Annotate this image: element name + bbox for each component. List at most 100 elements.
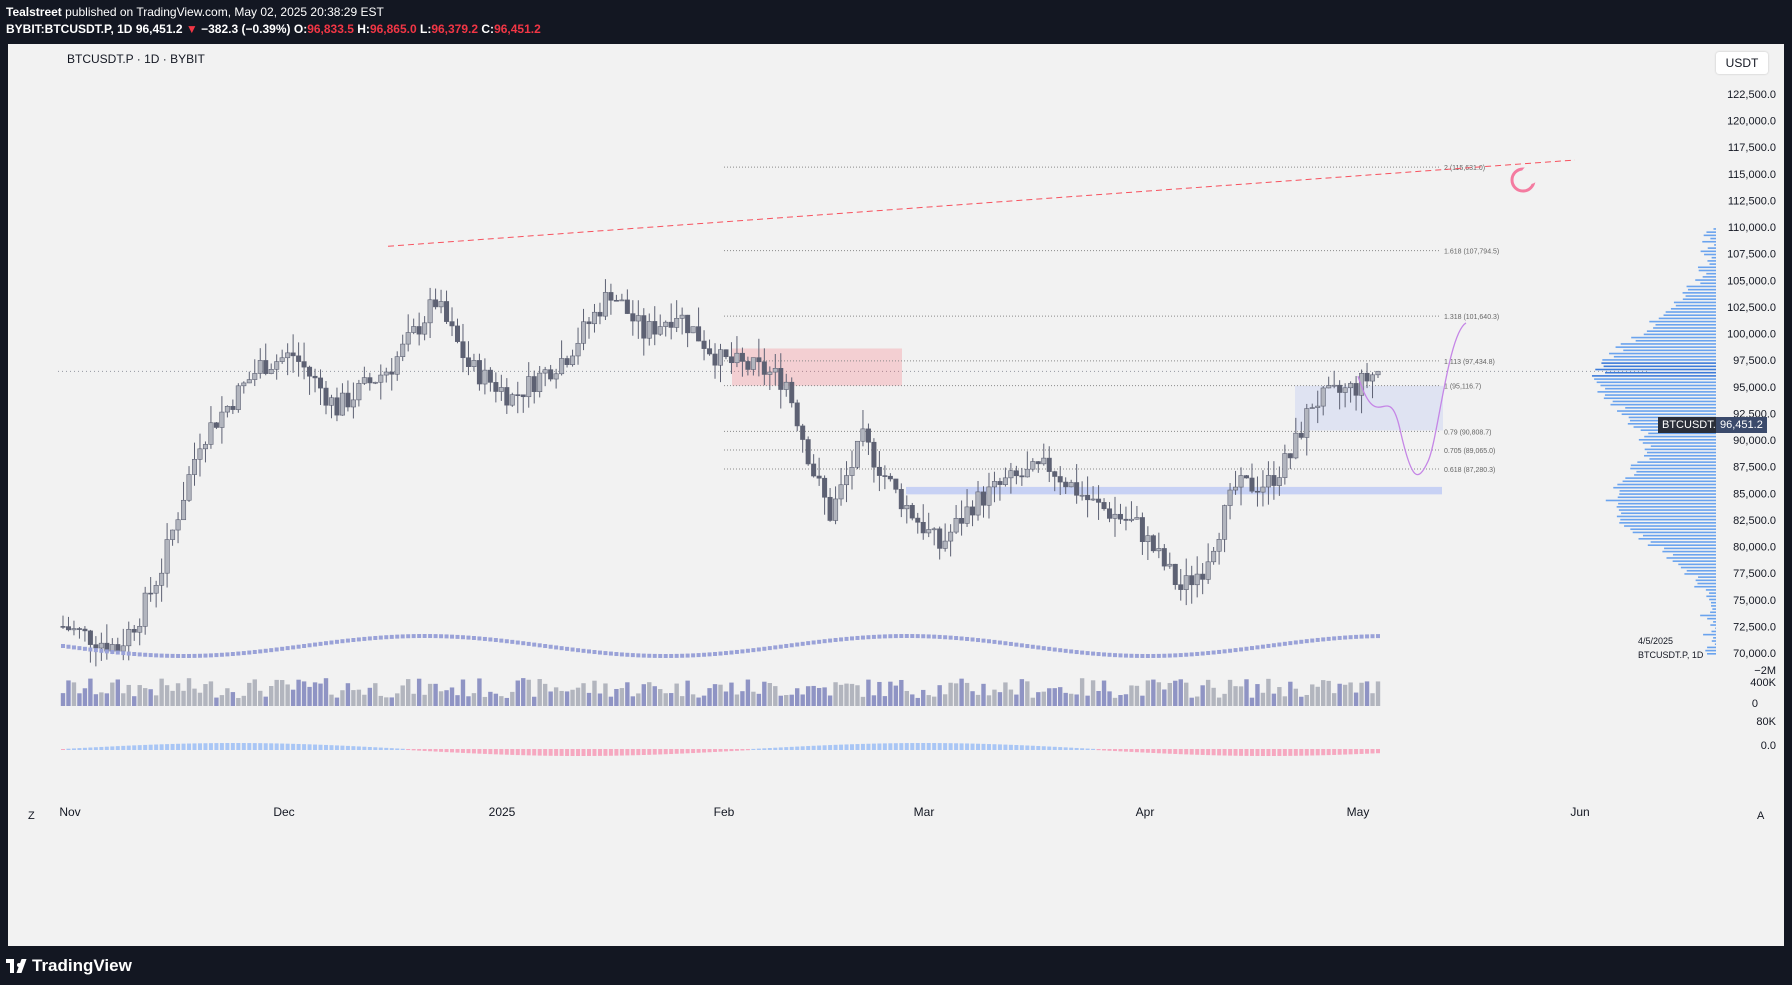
- volume-bar: [625, 682, 630, 706]
- candle-body: [1085, 494, 1091, 501]
- delta-histogram-bar: [521, 749, 526, 756]
- price-change: −382.3 (−0.39%): [201, 22, 291, 36]
- oscillator-dot: [1173, 653, 1178, 658]
- candle-body: [690, 326, 696, 334]
- candle-body: [1375, 370, 1381, 376]
- candle-body: [202, 444, 208, 450]
- volume-bar: [477, 678, 482, 706]
- oscillator-dot: [614, 652, 619, 657]
- delta-histogram-bar: [159, 744, 164, 750]
- delta-histogram-bar: [959, 743, 964, 750]
- volume-bar: [614, 688, 619, 706]
- volume-bar: [170, 690, 175, 706]
- candle-body: [290, 352, 296, 357]
- volume-bar: [1003, 682, 1008, 706]
- delta-histogram-bar: [997, 744, 1002, 750]
- delta-histogram-bar: [1003, 744, 1008, 750]
- oscillator-dot: [1118, 653, 1123, 658]
- symbol-full: BYBIT:BTCUSDT.P, 1D: [6, 22, 133, 36]
- oscillator-dot: [1293, 640, 1298, 645]
- volume-bar: [1134, 685, 1140, 706]
- oscillator-dot: [1200, 651, 1205, 656]
- oscillator-dot: [455, 634, 460, 639]
- delta-histogram-bar: [685, 749, 690, 754]
- candle-body: [159, 572, 165, 586]
- delta-histogram-bar: [88, 747, 93, 750]
- candle-body: [723, 349, 729, 358]
- oscillator-dot: [1014, 642, 1019, 647]
- oscillator-dot: [367, 636, 372, 641]
- delta-histogram-bar: [99, 746, 104, 750]
- chart-svg[interactable]: 122,500.0 120,000.0 117,500.0 115,000.0 112,…: [8, 44, 1784, 946]
- delta-histogram-bar: [252, 743, 257, 750]
- candle-body: [1145, 535, 1151, 543]
- delta-histogram-bar: [411, 749, 416, 751]
- volume-bar: [674, 683, 679, 706]
- oscillator-dot: [165, 653, 170, 658]
- price-tick-label: 90,000.0: [1733, 435, 1776, 447]
- volume-profile-bar: [1707, 646, 1716, 649]
- delta-histogram-bar: [93, 747, 98, 750]
- volume-bar: [521, 678, 526, 706]
- osc-tick-label: −2M: [1754, 665, 1776, 677]
- fib-level-label: 1.318 (101,640.3): [1444, 314, 1499, 321]
- delta-histogram-bar: [954, 743, 959, 750]
- oscillator-dot: [225, 652, 230, 657]
- delta-histogram-bar: [126, 745, 131, 750]
- volume-profile-bar: [1603, 397, 1716, 400]
- oscillator-dot: [1184, 652, 1189, 657]
- delta-histogram-bar: [1058, 747, 1063, 750]
- oscillator-dot: [340, 639, 345, 644]
- price-tick-label: 115,000.0: [1728, 169, 1776, 181]
- oscillator-dot: [302, 643, 307, 648]
- volume-bar: [953, 683, 959, 706]
- volume-bar: [510, 691, 515, 706]
- oscillator-dot: [143, 652, 148, 657]
- oscillator-dot: [576, 648, 581, 653]
- volume-bar: [1052, 688, 1057, 706]
- volume-bar: [488, 691, 493, 706]
- oscillator-dot: [493, 638, 498, 643]
- candle-body: [646, 321, 652, 339]
- currency-button[interactable]: USDT: [1716, 52, 1768, 74]
- candle-body: [197, 448, 203, 460]
- candle-body: [235, 385, 241, 410]
- volume-bar: [619, 688, 625, 706]
- candle-body: [339, 392, 345, 416]
- candle-body: [224, 406, 230, 413]
- date-note: 4/5/2025: [1638, 636, 1673, 646]
- volume-profile-bar: [1630, 467, 1716, 470]
- volume-bar: [219, 695, 225, 706]
- oscillator-dot: [784, 643, 789, 648]
- delta-histogram-bar: [625, 749, 630, 756]
- candle-body: [93, 644, 99, 649]
- candle-body: [367, 377, 373, 384]
- tradingview-logo[interactable]: TradingView: [6, 956, 132, 976]
- oscillator-dot: [274, 647, 279, 652]
- candle-body: [487, 369, 493, 383]
- oscillator-dot: [745, 648, 750, 653]
- volume-bar: [1249, 697, 1255, 706]
- oscillator-dot: [1255, 645, 1260, 650]
- volume-bar: [608, 696, 614, 706]
- candle-body: [526, 376, 532, 398]
- volume-bar: [416, 678, 422, 706]
- delta-histogram-bar: [718, 749, 723, 752]
- oscillator-dot: [444, 634, 449, 639]
- oscillator-dot: [99, 648, 104, 653]
- oscillator-dot: [685, 653, 690, 658]
- volume-bar: [203, 684, 208, 706]
- oscillator-dot: [1282, 641, 1287, 646]
- volume-bar: [1326, 680, 1331, 706]
- candle-body: [591, 311, 597, 325]
- volume-bar: [888, 681, 893, 706]
- volume-profile-bar: [1698, 576, 1716, 578]
- chart-canvas[interactable]: 122,500.0 120,000.0 117,500.0 115,000.0 112,…: [8, 44, 1784, 946]
- delta-histogram-bar: [937, 743, 942, 750]
- candle-body: [1315, 405, 1321, 408]
- volume-bar: [800, 694, 805, 706]
- volume-bar: [997, 692, 1003, 706]
- author-name[interactable]: Tealstreet: [6, 5, 62, 19]
- volume-bar: [1266, 678, 1271, 706]
- volume-bar: [1058, 687, 1063, 706]
